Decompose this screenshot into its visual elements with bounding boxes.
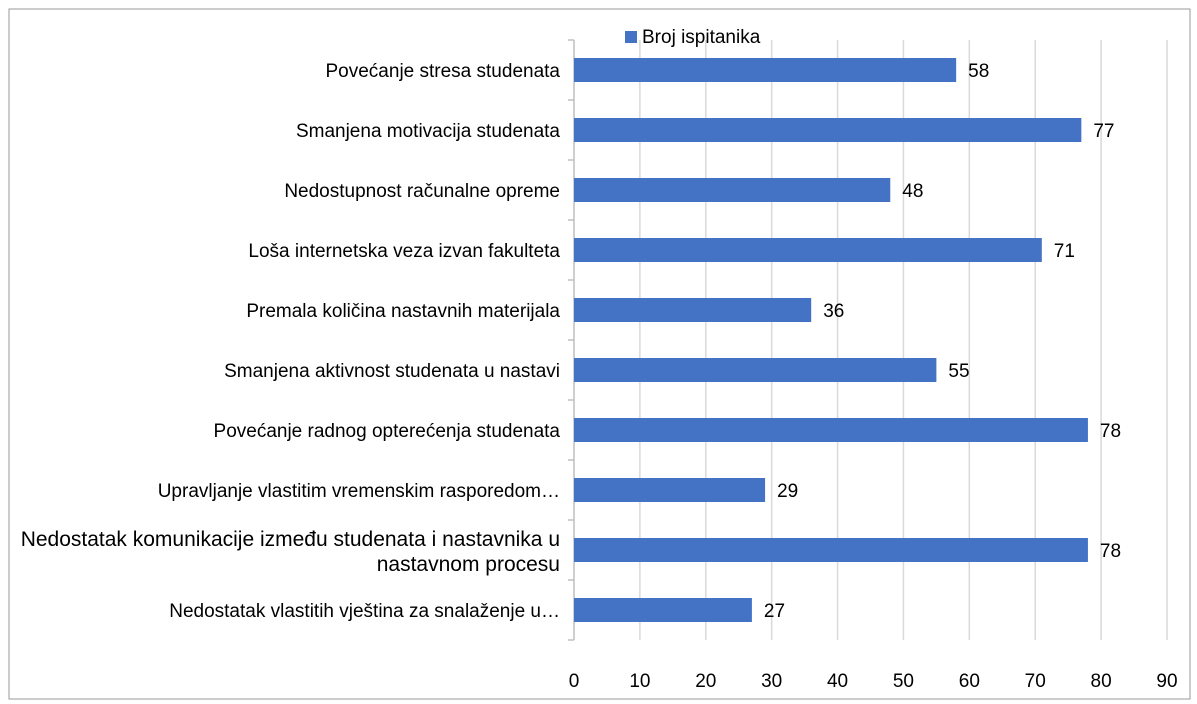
data-label: 78 xyxy=(1100,421,1121,442)
bar xyxy=(574,118,1082,142)
x-tick-label: 0 xyxy=(569,671,580,692)
bar xyxy=(574,478,766,502)
y-tick-label: Nedostupnost računalne opreme xyxy=(284,181,560,202)
y-tick-label: Smanjena aktivnost studenata u nastavi xyxy=(224,361,560,382)
x-tick-label: 80 xyxy=(1091,671,1112,692)
legend-label: Broj ispitanika xyxy=(642,27,761,48)
y-tick-label: Povećanje stresa studenata xyxy=(325,61,561,82)
data-label: 71 xyxy=(1054,241,1075,262)
y-tick-label: Loša internetska veza izvan fakulteta xyxy=(248,241,560,262)
y-tick-label: Povećanje radnog opterećenja studenata xyxy=(213,421,560,442)
bar xyxy=(574,58,957,82)
bar xyxy=(574,178,891,202)
y-tick-label: Nedostatak komunikacije između studenata… xyxy=(20,528,560,576)
bar xyxy=(574,238,1042,262)
data-label: 36 xyxy=(823,301,844,322)
y-tick-label: Premala količina nastavnih materijala xyxy=(246,301,560,322)
y-tick-label: Nedostatak vlastitih vještina za snalaže… xyxy=(169,601,560,622)
data-label: 29 xyxy=(777,481,798,502)
x-tick-label: 30 xyxy=(761,671,782,692)
x-tick-label: 90 xyxy=(1156,671,1177,692)
data-label: 58 xyxy=(968,61,989,82)
data-label: 48 xyxy=(902,181,923,202)
chart-border xyxy=(8,8,1191,700)
data-label: 77 xyxy=(1093,121,1114,142)
bar xyxy=(574,598,752,622)
data-label: 78 xyxy=(1100,541,1121,562)
x-tick-label: 40 xyxy=(827,671,848,692)
y-tick-label: Upravljanje vlastitim vremenskim raspore… xyxy=(157,481,560,502)
bar xyxy=(574,298,812,322)
bar xyxy=(574,538,1088,562)
x-tick-label: 10 xyxy=(629,671,650,692)
x-tick-label: 50 xyxy=(893,671,914,692)
y-tick-label: Smanjena motivacija studenata xyxy=(295,121,560,142)
data-label: 55 xyxy=(948,361,969,382)
legend-swatch xyxy=(625,31,637,43)
x-tick-label: 20 xyxy=(695,671,716,692)
x-tick-label: 70 xyxy=(1025,671,1046,692)
bar xyxy=(574,418,1088,442)
x-tick-label: 60 xyxy=(959,671,980,692)
bar xyxy=(574,358,937,382)
data-label: 27 xyxy=(764,601,785,622)
